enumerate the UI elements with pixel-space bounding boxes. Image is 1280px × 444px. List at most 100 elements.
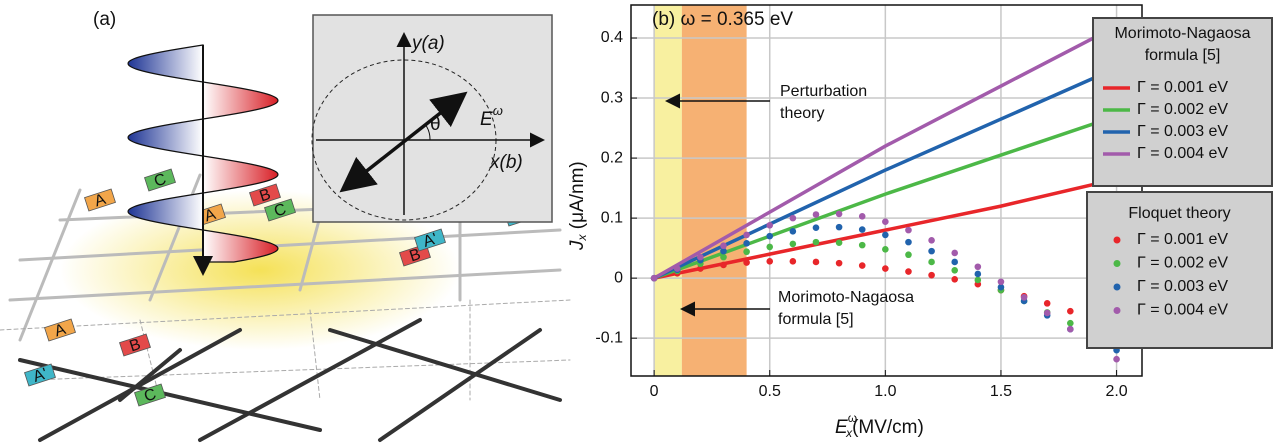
x-tick-label: 0	[650, 383, 659, 400]
y-tick-label: 0.4	[601, 29, 623, 46]
y-label-main: J	[567, 240, 588, 251]
site: C	[134, 383, 166, 407]
panel-title: (b) ω = 0.365 eV	[652, 9, 793, 30]
field-symbol: E	[480, 109, 493, 130]
series-dot	[789, 214, 797, 222]
series-dot	[882, 246, 889, 253]
field-superscript: ω	[493, 103, 503, 118]
legend-swatch	[1113, 283, 1121, 291]
series-dot	[743, 231, 750, 239]
series-dot	[1043, 300, 1051, 307]
legend: Morimoto-Nagaosa formula [5] Γ = 0.001 eV Γ…	[1092, 17, 1273, 187]
legend-label: Γ = 0.003 eV	[1137, 123, 1228, 140]
site: A	[44, 318, 76, 342]
series-dot	[858, 262, 866, 269]
site-label: B	[128, 336, 143, 355]
series-dot	[766, 232, 774, 240]
series-dot	[1067, 319, 1074, 327]
series-dot	[789, 228, 797, 235]
series-dot	[882, 231, 889, 239]
legend-label: Γ = 0.004 eV	[1137, 302, 1228, 319]
site-box	[24, 363, 56, 387]
series-dot	[835, 239, 843, 247]
series-dot	[858, 226, 866, 233]
series-dot	[1067, 307, 1074, 315]
series-dot	[789, 240, 797, 248]
series-line	[653, 114, 1118, 280]
annotation: theory	[780, 105, 824, 122]
legend-title: Floquet theory	[1128, 205, 1230, 222]
annotation: Morimoto-Nagaosa	[778, 289, 914, 306]
series-dot	[835, 223, 843, 231]
series-dot	[974, 276, 982, 284]
series-dot	[858, 241, 866, 249]
annotation: formula [5]	[778, 311, 854, 328]
site: B	[119, 333, 151, 357]
legend-swatch	[1113, 260, 1121, 267]
series-dot	[1020, 294, 1028, 301]
site-box	[84, 188, 116, 212]
legend-label: Γ = 0.002 eV	[1137, 101, 1228, 118]
y-label-sub: x	[575, 234, 589, 242]
series-dot	[812, 224, 820, 232]
field-label: Eω	[480, 103, 503, 130]
series-line	[653, 66, 1118, 280]
site: A'	[24, 363, 56, 387]
series-dot	[720, 247, 727, 255]
legend-title: formula [5]	[1145, 47, 1221, 64]
series-dot	[766, 222, 774, 229]
legend-label: Γ = 0.001 eV	[1137, 79, 1228, 96]
x-label-sub: x	[845, 426, 853, 440]
series-dot	[882, 218, 889, 226]
x-tick-label: 1.0	[874, 383, 896, 400]
series-dot	[835, 259, 843, 267]
series-dot	[951, 267, 959, 274]
panel-label: (a)	[93, 9, 116, 30]
series-dot	[974, 270, 982, 278]
series-dot	[835, 210, 843, 218]
series-dot	[928, 247, 935, 255]
series-dot	[743, 240, 750, 247]
y-tick-label: 0.3	[601, 89, 623, 106]
lattice	[0, 173, 571, 442]
site-box	[249, 183, 281, 207]
series-dot	[928, 258, 935, 266]
site-box	[414, 228, 446, 252]
series-dot	[951, 258, 959, 266]
site-box	[44, 318, 76, 342]
inset: y(a) x(b) Eω θ	[311, 14, 553, 223]
site-label: C	[272, 201, 288, 221]
annotation: Perturbation	[780, 83, 867, 100]
legend-label: Γ = 0.001 eV	[1137, 231, 1228, 248]
series-dot	[997, 278, 1005, 286]
series-dot	[928, 237, 935, 244]
series-dot	[905, 238, 912, 246]
legend-title: Morimoto-Nagaosa	[1114, 25, 1250, 42]
x-tick-label: 2.0	[1105, 383, 1127, 400]
legend: Floquet theory Γ = 0.001 eV Γ = 0.002 eV Γ …	[1086, 191, 1273, 349]
series-dot	[720, 242, 727, 250]
inset-y-label: y(a)	[410, 33, 445, 54]
series-dot	[743, 248, 750, 256]
x-axis-label: Eω x(MV/cm)	[835, 411, 924, 440]
x-label-sup: ω	[848, 411, 857, 425]
site-label: B	[258, 186, 273, 205]
site-box	[134, 383, 166, 407]
site-box	[144, 168, 176, 192]
site-label: A'	[421, 230, 439, 250]
legend-swatch	[1113, 307, 1121, 314]
y-tick-label: 0.2	[601, 149, 623, 166]
angle-label: θ	[430, 114, 441, 135]
site: A'	[414, 228, 446, 252]
y-axis-label: Jx (μA/nm)	[567, 161, 589, 251]
series-dot	[812, 238, 820, 246]
series-dot	[928, 271, 935, 279]
series-dot	[997, 283, 1005, 291]
series-dot	[766, 258, 774, 265]
series-dot	[858, 213, 866, 220]
site-box	[264, 198, 296, 222]
series-dot	[720, 253, 727, 261]
legend-swatch	[1113, 236, 1121, 244]
series-dot	[812, 211, 820, 218]
site: C	[264, 198, 296, 222]
